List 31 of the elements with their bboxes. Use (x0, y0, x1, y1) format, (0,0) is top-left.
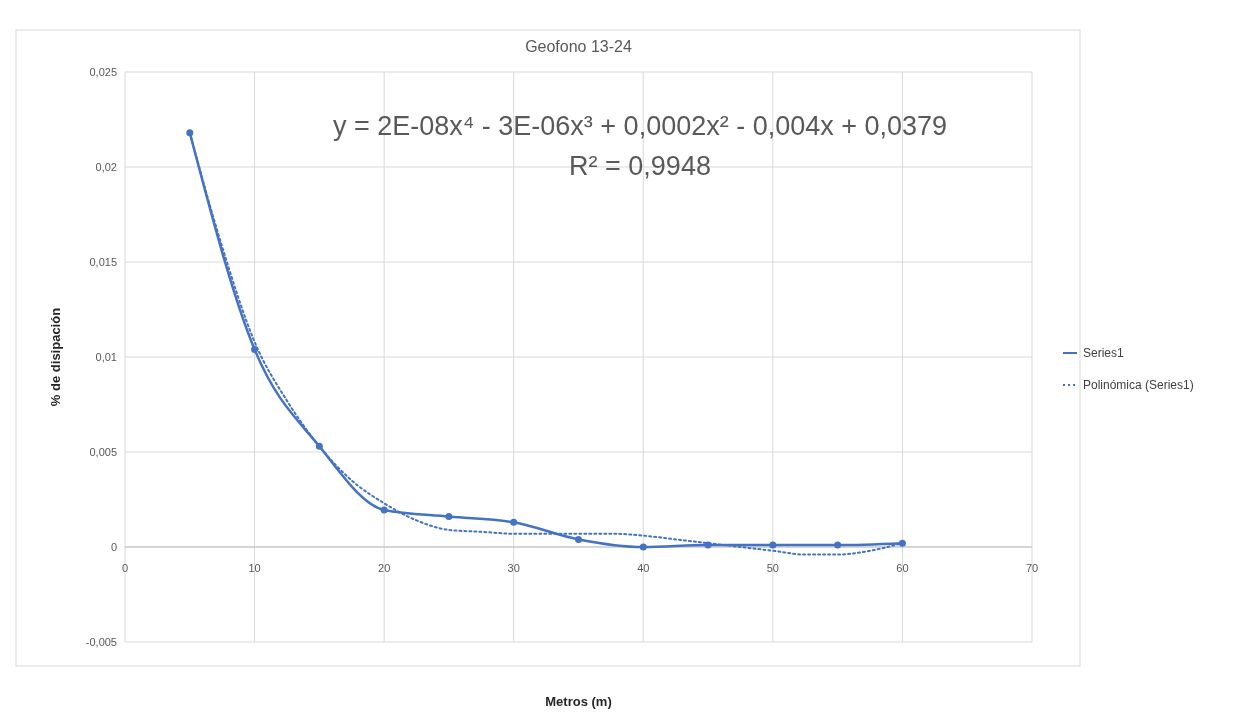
y-tick-label: 0,01 (95, 351, 117, 363)
point (769, 541, 777, 549)
y-tick-label: 0,02 (95, 161, 117, 173)
x-tick-label: 60 (896, 562, 909, 574)
y-tick-label: 0,025 (89, 66, 117, 78)
annotation: y = 2E-08x⁴ - 3E-06x³ + 0,0002x² - 0,004x + 0,0379 (332, 111, 948, 141)
legend-label: Series1 (1083, 346, 1125, 360)
point (380, 506, 388, 514)
point (575, 535, 582, 543)
legend-label: Polinómica (Series1) (1083, 378, 1194, 392)
y-tick-label: 0 (110, 541, 117, 553)
x-tick-label: 70 (1025, 562, 1039, 574)
point (510, 518, 518, 526)
x-tick-label: 0 (121, 562, 129, 574)
point (898, 539, 906, 547)
y-tick-label: 0,015 (89, 256, 117, 268)
y-axis-title: % de disipación (48, 307, 63, 407)
point (251, 345, 259, 353)
x-tick-label: 50 (766, 562, 779, 574)
chart-title: Geofono 13-24 (525, 38, 632, 55)
x-tick-label: 20 (378, 562, 391, 574)
x-tick-label: 10 (248, 562, 261, 574)
annotation: R² = 0,9948 (569, 151, 711, 181)
x-tick-label: 40 (637, 562, 650, 574)
point (834, 541, 842, 549)
x-tick-label: 30 (507, 562, 520, 574)
x-axis-title: Metros (m) (545, 694, 612, 709)
y-tick-label: 0,005 (89, 446, 117, 458)
y-tick-label: -0,005 (85, 636, 117, 648)
point (639, 543, 647, 551)
point (445, 513, 453, 521)
